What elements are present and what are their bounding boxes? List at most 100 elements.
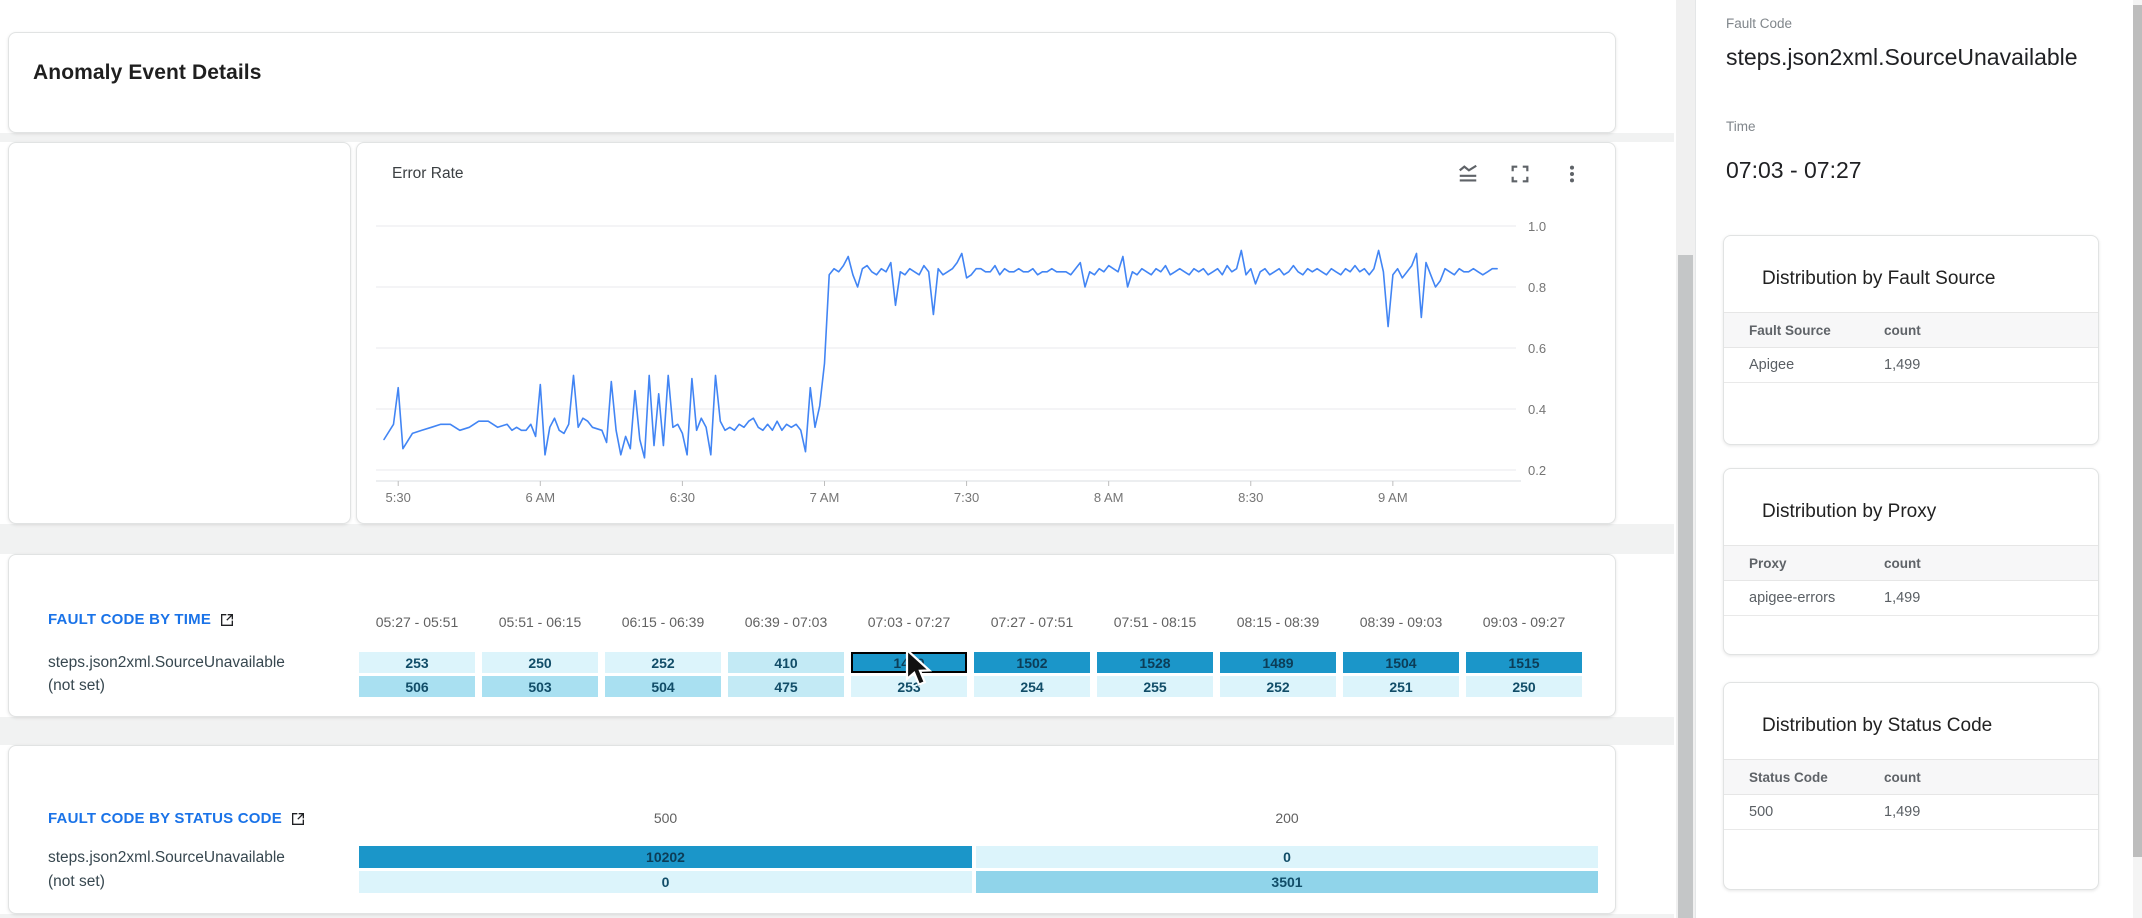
error-rate-chart-card: Error Rate 0.2 0.4 0.6 0.8 1.0 5:30 6 AM 6:30 7 … xyxy=(356,142,1616,524)
y-axis-tick-label: 0.4 xyxy=(1528,402,1546,417)
table-row: 500 1,499 xyxy=(1724,794,2098,830)
status-bar-cell[interactable]: 0 xyxy=(976,846,1598,868)
x-axis-tick-label: 6:30 xyxy=(670,490,695,503)
fault-code-by-status-title[interactable]: FAULT CODE BY STATUS CODE xyxy=(48,810,306,827)
distribution-card-title: Distribution by Proxy xyxy=(1762,501,1937,522)
time-value: 07:03 - 07:27 xyxy=(1726,157,1862,183)
main-scrollbar-thumb[interactable] xyxy=(1678,255,1693,918)
fault-code-row-label: (not set) xyxy=(48,677,105,694)
x-axis-tick-label: 5:30 xyxy=(386,490,411,503)
time-label: Time xyxy=(1726,119,1756,134)
y-axis-tick-label: 0.8 xyxy=(1528,280,1546,295)
distribution-card-title: Distribution by Status Code xyxy=(1762,715,1993,736)
drilldown-icon[interactable] xyxy=(219,612,235,628)
heatmap-cell[interactable]: 252 xyxy=(605,652,721,673)
fullscreen-icon[interactable] xyxy=(1509,163,1531,185)
distribution-card-title: Distribution by Fault Source xyxy=(1762,268,1996,289)
fault-code-row-label: steps.json2xml.SourceUnavailable xyxy=(48,849,285,866)
fault-code-row-label: (not set) xyxy=(48,873,105,890)
count-cell: 1,499 xyxy=(1884,580,2098,616)
heatmap-cell[interactable]: 410 xyxy=(728,652,844,673)
fault-code-by-time-title-text[interactable]: FAULT CODE BY TIME xyxy=(48,611,212,628)
fault-source-col-header: Fault Source xyxy=(1724,312,1884,348)
heatmap-cell[interactable]: 475 xyxy=(728,676,844,697)
table-row: Apigee 1,499 xyxy=(1724,347,2098,383)
event-details-sidebar: Fault Code steps.json2xml.SourceUnavaila… xyxy=(1695,0,2142,918)
status-code-col-header: Status Code xyxy=(1724,759,1884,795)
status-bar-cell[interactable]: 3501 xyxy=(976,871,1598,893)
stacked-line-chart-icon[interactable] xyxy=(1457,163,1479,185)
fault-code-value: steps.json2xml.SourceUnavailable xyxy=(1726,44,2078,70)
sidebar-scrollbar-thumb[interactable] xyxy=(2133,5,2142,857)
status-code-table: Status Code count 500 1,499 xyxy=(1724,759,2098,830)
fault-source-table: Fault Source count Apigee 1,499 xyxy=(1724,312,2098,383)
count-cell: 1,499 xyxy=(1884,794,2098,830)
table-row: apigee-errors 1,499 xyxy=(1724,580,2098,616)
heatmap-cell[interactable]: 254 xyxy=(974,676,1090,697)
error-rate-series-line xyxy=(383,249,1498,459)
heatmap-cell[interactable]: 1504 xyxy=(1343,652,1459,673)
heatmap-cell[interactable]: 253 xyxy=(359,652,475,673)
y-axis-tick-label: 0.6 xyxy=(1528,341,1546,356)
x-axis-tick-label: 8:30 xyxy=(1238,490,1263,503)
heatmap-cell[interactable]: 506 xyxy=(359,676,475,697)
error-rate-line-chart[interactable]: 0.2 0.4 0.6 0.8 1.0 5:30 6 AM 6:30 7 AM 7:30 8 AM 8… xyxy=(376,203,1556,503)
count-col-header: count xyxy=(1884,545,2098,581)
heatmap-cell[interactable]: 1528 xyxy=(1097,652,1213,673)
time-bucket-header: 07:27 - 07:51 xyxy=(990,614,1074,630)
chart-toolbar xyxy=(1457,163,1583,185)
background-gap xyxy=(0,717,1674,745)
heatmap-cell[interactable]: 1502 xyxy=(974,652,1090,673)
x-axis-tick-label: 9 AM xyxy=(1378,490,1408,503)
x-axis-tick-label: 7:30 xyxy=(954,490,979,503)
heatmap-cell[interactable]: 1515 xyxy=(1466,652,1582,673)
proxy-cell: apigee-errors xyxy=(1724,580,1884,616)
x-axis-tick-label: 6 AM xyxy=(525,490,555,503)
fault-code-by-status-title-text[interactable]: FAULT CODE BY STATUS CODE xyxy=(48,810,282,827)
more-vert-icon[interactable] xyxy=(1561,163,1583,185)
status-bar-cell[interactable]: 10202 xyxy=(359,846,972,868)
time-bucket-header: 09:03 - 09:27 xyxy=(1482,614,1566,630)
heatmap-cell[interactable]: 504 xyxy=(605,676,721,697)
time-bucket-header: 07:51 - 08:15 xyxy=(1113,614,1197,630)
distribution-by-proxy-card: Distribution by Proxy Proxy count apigee… xyxy=(1723,468,2099,655)
fault-code-by-status-card: FAULT CODE BY STATUS CODE 500 200 steps.js… xyxy=(8,745,1616,914)
fault-source-cell: Apigee xyxy=(1724,347,1884,383)
fault-code-label: Fault Code xyxy=(1726,16,1793,31)
time-bucket-header: 08:39 - 09:03 xyxy=(1359,614,1443,630)
background-gap xyxy=(0,133,1674,142)
empty-panel-card xyxy=(8,142,351,524)
time-bucket-header: 06:39 - 07:03 xyxy=(744,614,828,630)
time-bucket-header: 06:15 - 06:39 xyxy=(621,614,705,630)
count-col-header: count xyxy=(1884,759,2098,795)
time-bucket-header: 05:27 - 05:51 xyxy=(375,614,459,630)
heatmap-cell[interactable]: 1489 xyxy=(1220,652,1336,673)
distribution-by-fault-source-card: Distribution by Fault Source Fault Sourc… xyxy=(1723,235,2099,445)
page-title: Anomaly Event Details xyxy=(33,61,262,84)
status-bar-cell[interactable]: 0 xyxy=(359,871,972,893)
count-col-header: count xyxy=(1884,312,2098,348)
heatmap-cell[interactable]: 251 xyxy=(1343,676,1459,697)
heatmap-cell[interactable]: 503 xyxy=(482,676,598,697)
heatmap-cell[interactable]: 250 xyxy=(1466,676,1582,697)
proxy-table: Proxy count apigee-errors 1,499 xyxy=(1724,545,2098,616)
fault-code-by-time-card: FAULT CODE BY TIME 05:27 - 05:51 05:51 - … xyxy=(8,554,1616,717)
distribution-by-status-code-card: Distribution by Status Code Status Code … xyxy=(1723,682,2099,890)
x-axis-tick-label: 8 AM xyxy=(1094,490,1124,503)
background-gap xyxy=(0,914,1674,918)
time-bucket-header: 05:51 - 06:15 xyxy=(498,614,582,630)
drilldown-icon[interactable] xyxy=(290,811,306,827)
x-axis-tick-label: 7 AM xyxy=(810,490,840,503)
heatmap-cell[interactable]: 1499 xyxy=(851,652,967,673)
fault-code-row-label: steps.json2xml.SourceUnavailable xyxy=(48,654,285,671)
heatmap-cell[interactable]: 255 xyxy=(1097,676,1213,697)
heatmap-cell[interactable]: 253 xyxy=(851,676,967,697)
status-code-header: 500 xyxy=(653,810,678,826)
anomaly-event-details-card: Anomaly Event Details xyxy=(8,32,1616,133)
count-cell: 1,499 xyxy=(1884,347,2098,383)
heatmap-cell[interactable]: 250 xyxy=(482,652,598,673)
time-bucket-header: 07:03 - 07:27 xyxy=(867,614,951,630)
heatmap-cell[interactable]: 252 xyxy=(1220,676,1336,697)
time-bucket-header: 08:15 - 08:39 xyxy=(1236,614,1320,630)
fault-code-by-time-title[interactable]: FAULT CODE BY TIME xyxy=(48,611,235,628)
